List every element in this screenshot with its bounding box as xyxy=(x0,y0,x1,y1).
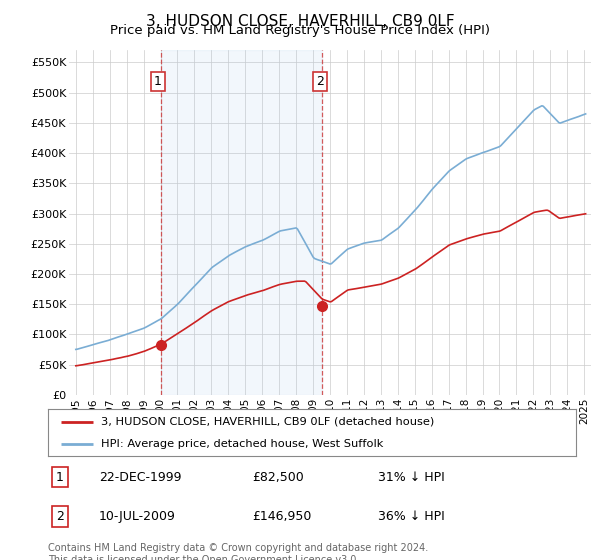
Text: 22-DEC-1999: 22-DEC-1999 xyxy=(99,470,182,484)
Text: Contains HM Land Registry data © Crown copyright and database right 2024.
This d: Contains HM Land Registry data © Crown c… xyxy=(48,543,428,560)
Text: 1: 1 xyxy=(56,470,64,484)
Text: 2: 2 xyxy=(316,75,324,88)
Text: £82,500: £82,500 xyxy=(252,470,304,484)
Text: HPI: Average price, detached house, West Suffolk: HPI: Average price, detached house, West… xyxy=(101,438,383,449)
Text: 1: 1 xyxy=(154,75,162,88)
Text: 3, HUDSON CLOSE, HAVERHILL, CB9 0LF (detached house): 3, HUDSON CLOSE, HAVERHILL, CB9 0LF (det… xyxy=(101,417,434,427)
Text: 10-JUL-2009: 10-JUL-2009 xyxy=(99,510,176,523)
Text: 31% ↓ HPI: 31% ↓ HPI xyxy=(378,470,445,484)
Text: Price paid vs. HM Land Registry's House Price Index (HPI): Price paid vs. HM Land Registry's House … xyxy=(110,24,490,37)
Bar xyxy=(161,50,322,395)
Text: £146,950: £146,950 xyxy=(252,510,311,523)
Text: 2: 2 xyxy=(56,510,64,523)
Text: 36% ↓ HPI: 36% ↓ HPI xyxy=(378,510,445,523)
Text: 3, HUDSON CLOSE, HAVERHILL, CB9 0LF: 3, HUDSON CLOSE, HAVERHILL, CB9 0LF xyxy=(146,14,454,29)
